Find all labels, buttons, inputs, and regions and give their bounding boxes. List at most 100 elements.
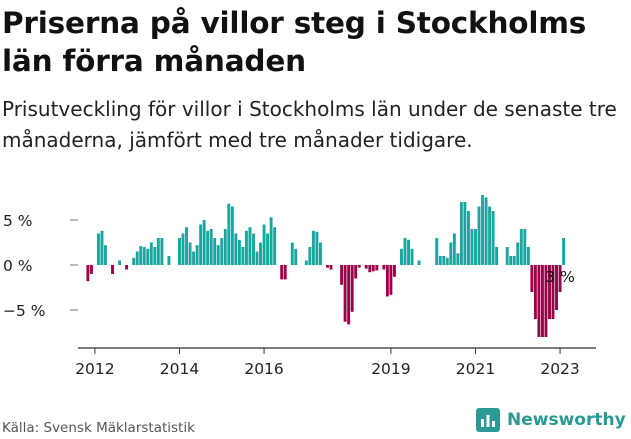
bar xyxy=(403,238,407,265)
x-tick-label: 2023 xyxy=(540,360,579,378)
bar xyxy=(354,265,358,279)
bar xyxy=(273,227,277,265)
bar xyxy=(209,229,213,265)
bar xyxy=(290,242,294,265)
bar xyxy=(308,247,312,265)
bar xyxy=(495,247,499,265)
bar xyxy=(417,260,421,265)
bar xyxy=(407,239,410,265)
bar xyxy=(548,265,551,319)
bar xyxy=(526,247,530,265)
bar xyxy=(96,233,100,265)
bar xyxy=(111,265,114,274)
x-tick-label: 2012 xyxy=(75,360,114,378)
bar xyxy=(227,203,231,265)
bar xyxy=(262,224,266,265)
bar xyxy=(315,231,319,265)
bar xyxy=(519,229,523,265)
bar xyxy=(562,238,566,265)
bar xyxy=(452,233,456,265)
bar xyxy=(350,265,354,312)
bar xyxy=(135,251,139,265)
bar xyxy=(364,265,368,269)
bar xyxy=(537,265,541,337)
bar xyxy=(540,265,544,337)
bar xyxy=(311,230,315,265)
bar xyxy=(206,230,210,265)
bar xyxy=(466,211,470,265)
bar xyxy=(202,220,206,265)
bar xyxy=(340,265,344,285)
chart-title: Priserna på villor steg i Stockholms län… xyxy=(2,6,587,78)
bar xyxy=(283,265,287,280)
bar xyxy=(223,229,227,265)
bar xyxy=(156,238,160,265)
bar xyxy=(530,265,534,292)
bar xyxy=(505,247,509,265)
y-tick-label: 0 % xyxy=(3,257,33,275)
bar xyxy=(237,239,241,265)
bar xyxy=(125,265,129,270)
bar-chart: 5 % 0 % −5 % 2012 2014 2016 2019 2021 2023 3 % xyxy=(3,195,596,378)
bar xyxy=(389,265,393,295)
bar xyxy=(329,265,333,270)
brand-name: Newsworthy xyxy=(507,410,626,430)
bar xyxy=(357,265,361,268)
bar xyxy=(368,265,372,273)
data-label-last: 3 % xyxy=(545,268,575,286)
bar xyxy=(400,248,403,265)
bar xyxy=(248,227,252,265)
bar xyxy=(382,265,386,270)
bar xyxy=(142,247,146,265)
bar xyxy=(100,230,104,265)
bar xyxy=(435,238,439,265)
bar xyxy=(410,248,414,265)
bar xyxy=(294,248,298,265)
bar xyxy=(456,253,460,265)
bar xyxy=(259,242,262,265)
bar xyxy=(188,242,192,265)
bar xyxy=(244,230,248,265)
bar xyxy=(153,247,157,265)
bar xyxy=(474,229,477,265)
bar xyxy=(484,197,488,265)
x-tick-label: 2021 xyxy=(456,360,495,378)
bar xyxy=(442,256,446,265)
y-tick-label: 5 % xyxy=(3,212,33,230)
bar xyxy=(318,242,322,265)
bar xyxy=(132,257,136,265)
bar xyxy=(392,265,396,277)
bar xyxy=(509,256,513,265)
bar xyxy=(544,265,548,337)
bar xyxy=(343,265,347,322)
x-tick-label: 2019 xyxy=(371,360,410,378)
bar xyxy=(146,248,150,265)
bar xyxy=(481,195,484,265)
bar xyxy=(371,265,375,272)
y-tick-label: −5 % xyxy=(3,302,46,320)
bar xyxy=(385,265,389,297)
bar xyxy=(326,265,329,268)
bar xyxy=(512,256,516,265)
bar xyxy=(178,238,181,265)
bar xyxy=(558,265,562,292)
bar xyxy=(551,265,555,319)
bar xyxy=(216,245,220,265)
bar xyxy=(347,265,351,325)
bar xyxy=(463,202,467,265)
brand-logo: Newsworthy xyxy=(475,407,626,433)
source-note: Källa: Svensk Mäklarstatistik xyxy=(2,420,195,436)
bar xyxy=(160,238,164,265)
bar xyxy=(449,242,453,265)
bar xyxy=(199,224,203,265)
bar xyxy=(523,229,527,265)
bar xyxy=(241,247,245,265)
bar xyxy=(104,245,107,265)
chart-subtitle: Prisutveckling för villor i Stockholms l… xyxy=(2,97,617,152)
bar xyxy=(269,217,273,265)
bar xyxy=(86,265,90,282)
bar xyxy=(139,246,143,265)
x-tick-label: 2016 xyxy=(244,360,283,378)
bar xyxy=(252,233,255,265)
bar xyxy=(459,202,463,265)
